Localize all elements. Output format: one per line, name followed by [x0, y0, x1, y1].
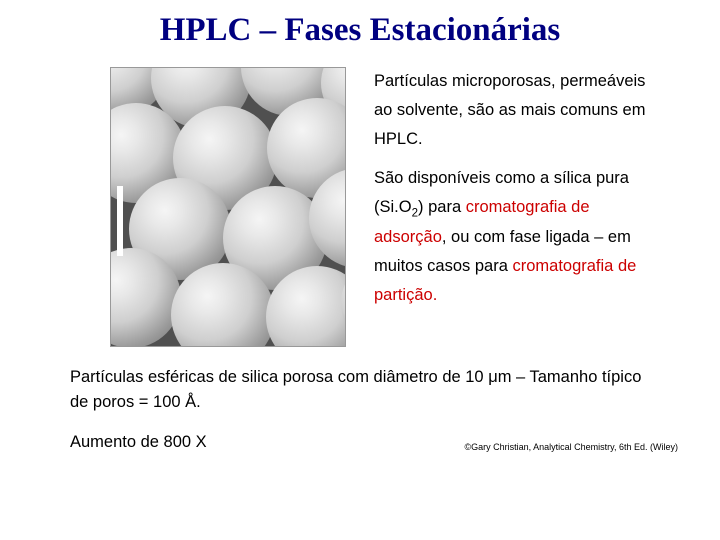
description-text: Partículas microporosas, permeáveis ao s…	[374, 67, 662, 347]
caption-text: Partículas esféricas de silica porosa co…	[0, 347, 720, 415]
p2-b: ) para	[418, 198, 466, 216]
magnification-text: Aumento de 800 X	[70, 433, 207, 452]
footer-row: Aumento de 800 X ©Gary Christian, Analyt…	[0, 415, 720, 452]
scale-bar	[117, 186, 123, 256]
slide-title: HPLC – Fases Estacionárias	[0, 0, 720, 49]
caption-p: Partículas esféricas de silica porosa co…	[70, 365, 660, 415]
microscopy-image	[110, 67, 346, 347]
content-row: Partículas microporosas, permeáveis ao s…	[0, 49, 720, 347]
citation-text: ©Gary Christian, Analytical Chemistry, 6…	[464, 442, 678, 452]
paragraph-1: Partículas microporosas, permeáveis ao s…	[374, 67, 662, 154]
paragraph-2: São disponíveis como a sílica pura (Si.O…	[374, 164, 662, 310]
